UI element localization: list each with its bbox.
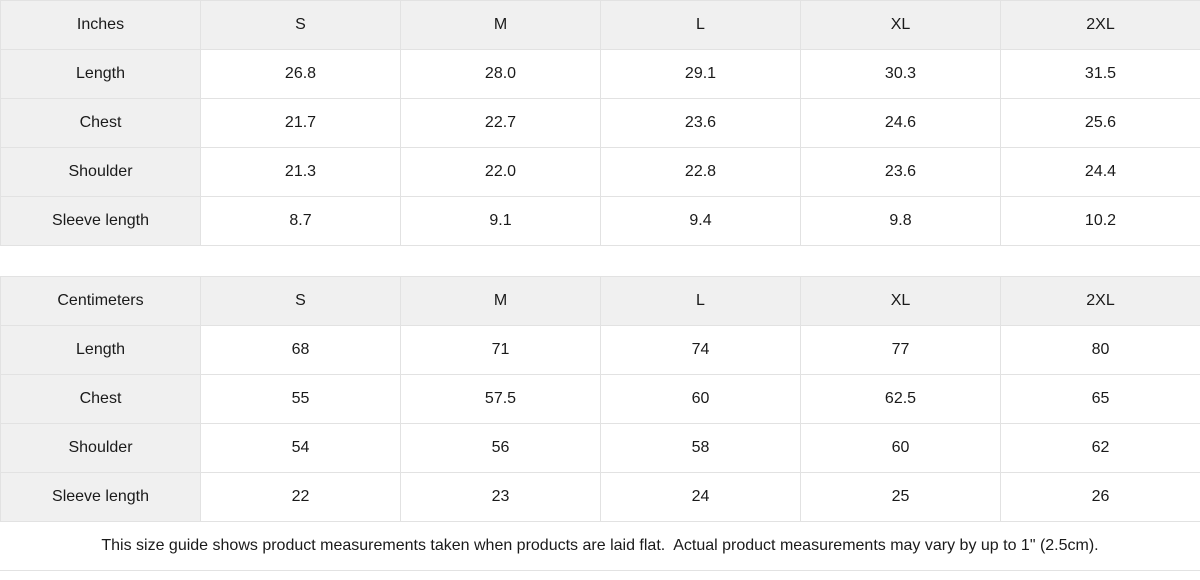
cell-value: 56 (400, 423, 601, 473)
cell-value: 26.8 (200, 49, 401, 99)
size-guide-note: This size guide shows product measuremen… (0, 522, 1200, 571)
table-row: Length 26.8 28.0 29.1 30.3 31.5 (0, 49, 1200, 99)
size-header-xl: XL (800, 0, 1001, 50)
cell-value: 65 (1000, 374, 1200, 424)
table-row: Chest 21.7 22.7 23.6 24.6 25.6 (0, 98, 1200, 148)
cell-value: 10.2 (1000, 196, 1200, 246)
cell-value: 57.5 (400, 374, 601, 424)
cell-value: 28.0 (400, 49, 601, 99)
cell-value: 24.4 (1000, 147, 1200, 197)
cell-value: 21.3 (200, 147, 401, 197)
size-header-s: S (200, 0, 401, 50)
cell-value: 23.6 (600, 98, 801, 148)
size-header-2xl: 2XL (1000, 0, 1200, 50)
cell-value: 62.5 (800, 374, 1001, 424)
cell-value: 62 (1000, 423, 1200, 473)
table-row: Length 68 71 74 77 80 (0, 325, 1200, 375)
size-header-m: M (400, 276, 601, 326)
cell-value: 55 (200, 374, 401, 424)
table-gap-spacer (0, 246, 1200, 276)
cell-value: 21.7 (200, 98, 401, 148)
cell-value: 58 (600, 423, 801, 473)
cell-value: 24 (600, 472, 801, 522)
size-header-m: M (400, 0, 601, 50)
unit-header-inches: Inches (0, 0, 201, 50)
row-label: Shoulder (0, 147, 201, 197)
cell-value: 60 (600, 374, 801, 424)
cell-value: 22.0 (400, 147, 601, 197)
inches-table: Inches S M L XL 2XL Length 26.8 28.0 29.… (0, 0, 1200, 246)
cell-value: 22.7 (400, 98, 601, 148)
centimeters-table: Centimeters S M L XL 2XL Length 68 71 74… (0, 276, 1200, 522)
cell-value: 24.6 (800, 98, 1001, 148)
cell-value: 26 (1000, 472, 1200, 522)
row-label: Chest (0, 98, 201, 148)
cell-value: 8.7 (200, 196, 401, 246)
table-row: Sleeve length 22 23 24 25 26 (0, 472, 1200, 522)
size-header-l: L (600, 276, 801, 326)
row-label: Sleeve length (0, 472, 201, 522)
cell-value: 25 (800, 472, 1001, 522)
cell-value: 25.6 (1000, 98, 1200, 148)
size-header-s: S (200, 276, 401, 326)
row-label: Length (0, 49, 201, 99)
cell-value: 23.6 (800, 147, 1001, 197)
row-label: Sleeve length (0, 196, 201, 246)
cell-value: 9.8 (800, 196, 1001, 246)
table-row: Shoulder 54 56 58 60 62 (0, 423, 1200, 473)
cell-value: 77 (800, 325, 1001, 375)
cell-value: 30.3 (800, 49, 1001, 99)
cell-value: 60 (800, 423, 1001, 473)
size-header-xl: XL (800, 276, 1001, 326)
table-row: Chest 55 57.5 60 62.5 65 (0, 374, 1200, 424)
row-label: Length (0, 325, 201, 375)
cell-value: 22 (200, 472, 401, 522)
table-header-row: Centimeters S M L XL 2XL (0, 276, 1200, 326)
cell-value: 68 (200, 325, 401, 375)
table-row: Shoulder 21.3 22.0 22.8 23.6 24.4 (0, 147, 1200, 197)
cell-value: 22.8 (600, 147, 801, 197)
cell-value: 9.1 (400, 196, 601, 246)
table-header-row: Inches S M L XL 2XL (0, 0, 1200, 50)
row-label: Chest (0, 374, 201, 424)
size-header-2xl: 2XL (1000, 276, 1200, 326)
cell-value: 9.4 (600, 196, 801, 246)
size-header-l: L (600, 0, 801, 50)
cell-value: 54 (200, 423, 401, 473)
cell-value: 29.1 (600, 49, 801, 99)
unit-header-centimeters: Centimeters (0, 276, 201, 326)
cell-value: 80 (1000, 325, 1200, 375)
cell-value: 71 (400, 325, 601, 375)
cell-value: 74 (600, 325, 801, 375)
table-row: Sleeve length 8.7 9.1 9.4 9.8 10.2 (0, 196, 1200, 246)
row-label: Shoulder (0, 423, 201, 473)
cell-value: 31.5 (1000, 49, 1200, 99)
cell-value: 23 (400, 472, 601, 522)
